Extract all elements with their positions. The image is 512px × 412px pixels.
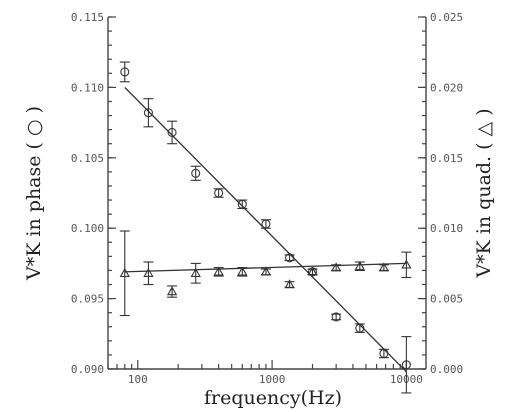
error-bar [401,336,412,394]
left-tick-label: 0.105 [71,152,104,165]
error-bar [143,98,154,128]
left-tick-label: 0.110 [71,81,104,94]
circle-marker [331,312,341,322]
circle-marker [401,360,411,370]
ticks: 0.090 0.095 0.100 0.105 0.110 0.115 0.000 0.005… [71,11,463,386]
error-bar [401,251,412,279]
x-axis-title: frequency(Hz) [204,387,342,409]
right-tick-label: 0.010 [430,222,463,235]
left-tick-label: 0.090 [71,363,104,376]
left-tick-label: 0.095 [71,293,104,306]
in-phase-series [119,61,412,394]
triangle-marker [378,262,390,272]
triangle-marker [401,259,412,269]
circle-marker [214,188,224,198]
x-tick-label: 1000 [259,373,286,386]
triangle-marker [307,266,318,276]
axes [107,17,427,370]
right-tick-label: 0.025 [430,11,463,24]
circle-marker [355,323,365,333]
left-tick-label: 0.100 [71,222,104,235]
triangle-marker [166,286,178,296]
triangle-marker [331,262,342,272]
right-tick-label: 0.005 [430,293,463,306]
right-tick-label: 0.020 [430,81,463,94]
error-bar [190,165,201,181]
left-y-axis-title: V*K in phase ( ○ ) [23,106,45,281]
circle-marker [191,168,201,178]
quadrature-series [119,230,412,317]
error-bar [119,61,130,83]
triangle-marker [284,279,295,289]
right-tick-label: 0.015 [430,152,463,165]
triangle-marker [260,266,272,276]
error-bar [190,262,201,284]
error-bar [119,230,130,317]
circle-marker [120,67,130,77]
circle-marker [379,348,389,359]
triangle-marker [213,266,224,276]
triangle-marker [190,267,201,277]
circle-marker [237,199,247,209]
error-bar [167,120,178,145]
series-layer [119,61,412,394]
left-tick-label: 0.115 [71,11,104,24]
circle-marker [285,253,295,263]
triangle-marker [143,267,154,277]
circle-marker [143,108,153,118]
circle-marker [261,219,271,229]
x-tick-label: 100 [128,373,148,386]
circle-marker [167,127,177,138]
triangle-marker [237,266,248,276]
triangle-marker [354,260,365,270]
right-y-axis-title: V*K in quad. ( △ ) [473,108,495,278]
triangle-marker [119,267,130,277]
right-tick-label: 0.000 [430,363,463,376]
error-bar [143,261,154,286]
